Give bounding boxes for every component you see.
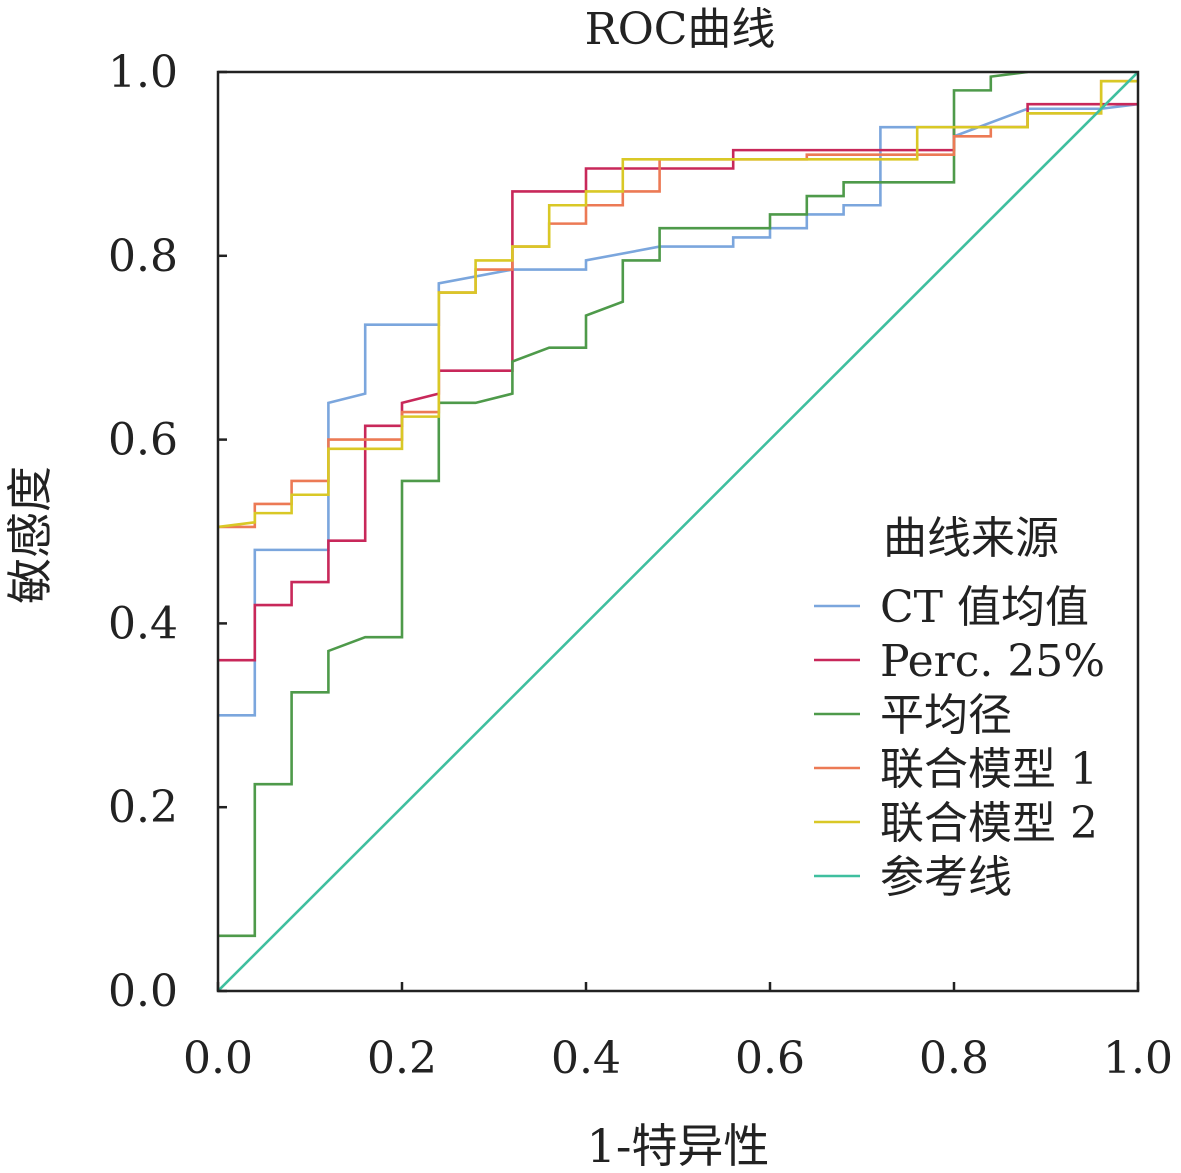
series-line-3	[218, 79, 1138, 529]
x-tick-label-2: 0.4	[551, 1033, 621, 1084]
y-tick-label-0: 0.0	[108, 966, 178, 1017]
legend-title: 曲线来源	[883, 513, 1059, 564]
series-line-2	[218, 72, 1028, 938]
y-tick-label-3: 0.6	[108, 415, 178, 466]
y-tick-label-2: 0.4	[108, 598, 178, 649]
x-tick-label-0: 0.0	[183, 1033, 253, 1084]
chart-title: ROC曲线	[585, 4, 776, 55]
x-axis-title: 1-特异性	[587, 1119, 770, 1173]
legend-label-2: 平均径	[880, 690, 1012, 741]
series-line-1	[218, 102, 1138, 662]
y-tick-label-1: 0.2	[108, 782, 178, 833]
x-tick-label-4: 0.8	[919, 1033, 989, 1084]
y-axis: 0.0 0.2 0.4 0.6 0.8 1.0	[108, 47, 227, 1017]
legend-label-0: CT 值均值	[880, 582, 1089, 633]
series-line-5	[218, 72, 1138, 991]
x-axis: 0.0 0.2 0.4 0.6 0.8 1.0	[183, 982, 1173, 1084]
x-tick-label-1: 0.2	[367, 1033, 437, 1084]
series-line-4	[218, 79, 1138, 529]
y-axis-title: 敏感度	[3, 466, 57, 604]
legend-label-4: 联合模型 2	[880, 798, 1098, 849]
y-tick-label-4: 0.8	[108, 231, 178, 282]
y-tick-label-5: 1.0	[108, 47, 178, 98]
plot-lines	[218, 72, 1138, 991]
plot-frame	[216, 70, 1140, 993]
legend-label-3: 联合模型 1	[880, 744, 1098, 795]
x-tick-label-5: 1.0	[1103, 1033, 1173, 1084]
x-tick-label-3: 0.6	[735, 1033, 805, 1084]
legend-label-5: 参考线	[880, 852, 1012, 903]
legend-label-1: Perc. 25%	[880, 636, 1105, 687]
